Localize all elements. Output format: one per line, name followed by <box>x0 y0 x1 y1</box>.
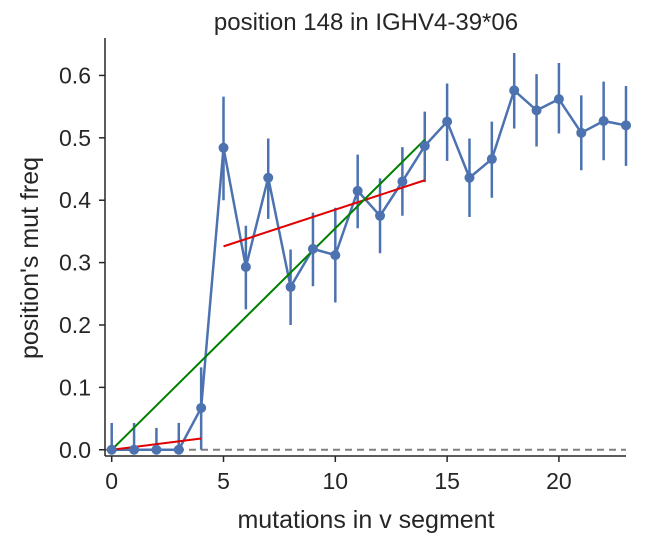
data-point <box>352 185 363 196</box>
x-axis-label: mutations in v segment <box>237 506 494 534</box>
data-point <box>196 402 207 413</box>
y-tick-label: 0.4 <box>59 187 91 213</box>
data-point <box>106 444 117 455</box>
data-point <box>240 261 251 272</box>
data-point <box>129 444 140 455</box>
y-tick-label: 0.1 <box>59 374 91 400</box>
data-point <box>151 444 162 455</box>
data-point <box>464 172 475 183</box>
y-tick-label: 0.5 <box>59 125 91 151</box>
data-point <box>486 154 497 165</box>
y-tick-label: 0.3 <box>59 250 91 276</box>
y-tick-label: 0.0 <box>59 437 91 463</box>
data-point <box>218 142 229 153</box>
data-point <box>598 115 609 126</box>
data-point <box>173 444 184 455</box>
x-tick-label: 10 <box>323 468 349 494</box>
axes: 0 5 10 15 20 0.0 0.1 0.2 0.3 0.4 0.5 0.6 <box>59 38 626 494</box>
piecewise-fit-line <box>111 437 202 451</box>
data-point <box>285 281 296 292</box>
data-point <box>553 94 564 105</box>
y-tick-label: 0.6 <box>59 62 91 88</box>
series-line <box>111 89 627 452</box>
data-point <box>531 105 542 116</box>
x-tick-label: 20 <box>546 468 572 494</box>
y-axis-label: position's mut freq <box>16 157 44 359</box>
data-point <box>621 120 631 131</box>
linear-fit-line <box>111 138 426 451</box>
x-tick-label: 15 <box>434 468 460 494</box>
data-point <box>576 127 587 138</box>
data-point <box>263 172 274 183</box>
data-point <box>419 140 430 151</box>
data-point <box>375 210 386 221</box>
x-tick-label: 5 <box>217 468 230 494</box>
data-point <box>397 176 408 187</box>
data-point <box>330 250 341 261</box>
chart-title: position 148 in IGHV4-39*06 <box>214 9 518 36</box>
x-tick-label: 0 <box>105 468 118 494</box>
y-tick-label: 0.2 <box>59 312 91 338</box>
plot-area <box>105 52 631 455</box>
data-point <box>509 85 520 96</box>
data-point <box>442 116 453 127</box>
data-point <box>307 243 318 254</box>
piecewise-fit-line <box>223 179 426 248</box>
